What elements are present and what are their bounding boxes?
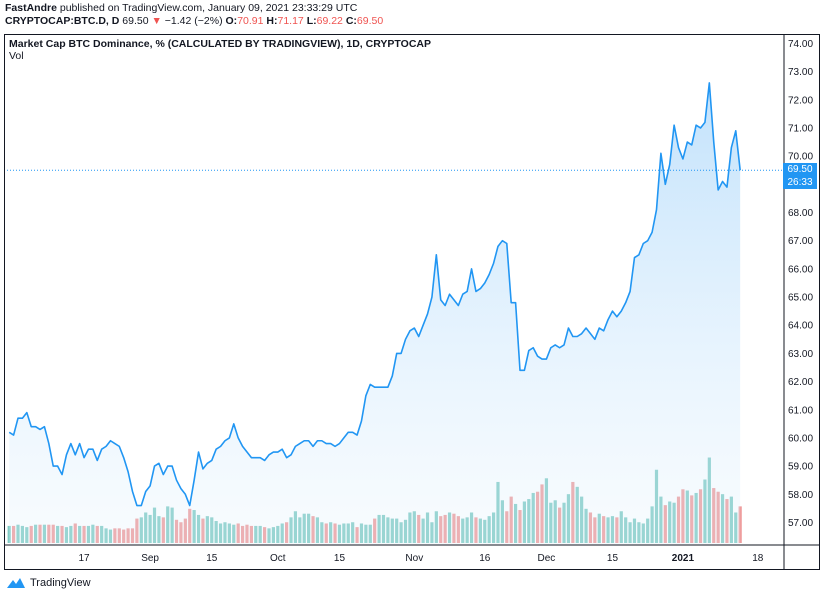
chart-title: Market Cap BTC Dominance, % (CALCULATED … [9, 38, 431, 50]
price-tick-label: 64.00 [788, 321, 813, 332]
price-tick-label: 57.00 [788, 518, 813, 529]
chart-frame[interactable]: 57.00 58.00 59.00 60.00 61.00 62.00 63.00 64.00… [4, 34, 820, 570]
bar-countdown-label: 26:33 [783, 176, 817, 190]
time-tick-label: 17 [78, 553, 90, 564]
time-tick-label: Sep [141, 553, 159, 564]
time-tick-label: 15 [334, 553, 346, 564]
time-tick-label: 2021 [672, 553, 695, 564]
price-tick-label: 68.00 [788, 208, 813, 219]
footer-brand[interactable]: TradingView [30, 577, 91, 589]
price-tick-label: 63.00 [788, 349, 813, 360]
time-tick-label: Dec [538, 553, 556, 564]
time-tick-label: 15 [206, 553, 218, 564]
symbol-name: CRYPTOCAP:BTC.D, D [5, 15, 120, 27]
footer: TradingView [6, 574, 91, 592]
price-tick-label: 67.00 [788, 236, 813, 247]
publish-line: FastAndre published on TradingView.com, … [5, 2, 819, 15]
price-tick-label: 59.00 [788, 462, 813, 473]
price-tick-label: 73.00 [788, 67, 813, 78]
time-tick-label: Nov [405, 553, 423, 564]
time-tick-label: Oct [270, 553, 286, 564]
price-tick-label: 66.00 [788, 264, 813, 275]
tradingview-logo-icon[interactable] [6, 577, 26, 589]
low-label: L: [306, 15, 317, 27]
close-label: C: [345, 15, 357, 27]
published-text: published on TradingView.com, January 09… [59, 2, 358, 14]
last-value: 69.50 [122, 15, 149, 27]
time-tick-label: 16 [479, 553, 491, 564]
high-label: H: [266, 15, 278, 27]
close-value: 69.50 [356, 15, 384, 27]
time-axis[interactable]: 17 Sep 15 Oct 15 Nov 16 Dec 15 2021 18 [78, 553, 763, 564]
price-tick-label: 60.00 [788, 433, 813, 444]
volume-bar [738, 506, 742, 543]
symbol-line: CRYPTOCAP:BTC.D, D 69.50 ▼ −1.42 (−2%) O… [5, 15, 819, 28]
publish-header: FastAndre published on TradingView.com, … [5, 2, 819, 28]
price-tick-label: 71.00 [788, 123, 813, 134]
price-tick-label: 62.00 [788, 377, 813, 388]
open-value: 70.91 [237, 15, 264, 27]
price-tick-label: 74.00 [788, 39, 813, 50]
low-value: 69.22 [316, 15, 343, 27]
chart-legend: Market Cap BTC Dominance, % (CALCULATED … [9, 38, 431, 62]
volume-label: Vol [9, 50, 24, 62]
open-label: O: [225, 15, 238, 27]
price-axis[interactable]: 57.00 58.00 59.00 60.00 61.00 62.00 63.00 64.00… [788, 39, 813, 529]
author-name[interactable]: FastAndre [5, 2, 57, 14]
price-chart[interactable]: 57.00 58.00 59.00 60.00 61.00 62.00 63.00 64.00… [5, 35, 819, 569]
price-tick-label: 58.00 [788, 490, 813, 501]
down-arrow-icon: ▼ [151, 15, 162, 27]
price-line [8, 82, 741, 507]
time-tick-label: 18 [752, 553, 764, 564]
high-value: 71.17 [277, 15, 304, 27]
price-tick-label: 65.00 [788, 293, 813, 304]
price-tick-label: 61.00 [788, 405, 813, 416]
price-tick-label: 72.00 [788, 95, 813, 106]
last-price-label: 69.50 [783, 162, 817, 176]
price-area-fill [9, 82, 741, 546]
price-tick-label: 70.00 [788, 152, 813, 163]
change-value: −1.42 (−2%) [164, 15, 223, 27]
time-tick-label: 15 [607, 553, 619, 564]
